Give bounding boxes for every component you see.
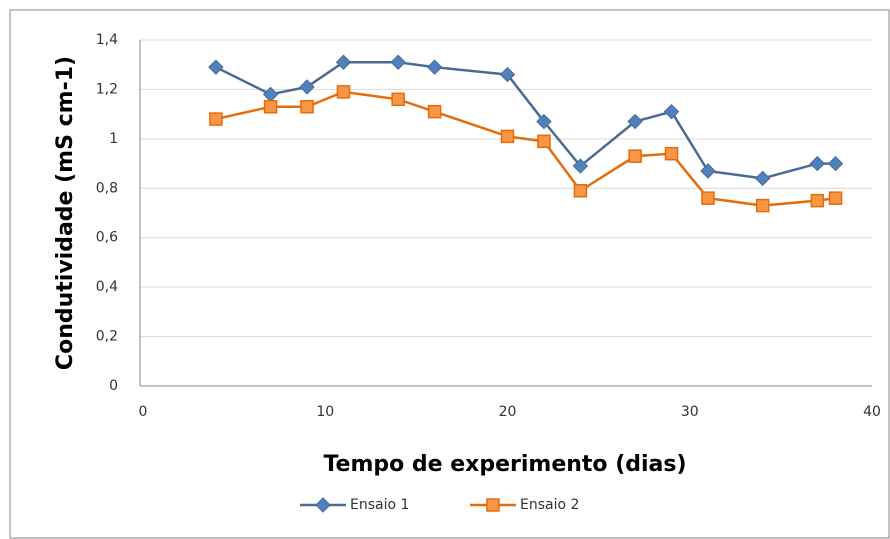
y-tick-label: 1,2 (96, 81, 118, 97)
y-tick-label: 1 (109, 131, 118, 147)
marker (573, 184, 588, 198)
y-tick-label: 0,4 (96, 279, 118, 295)
marker (500, 129, 515, 144)
y-tick-label: 0,6 (96, 230, 118, 246)
y-axis-title: Condutividade (mS cm-1) (53, 56, 78, 370)
marker (700, 163, 716, 179)
marker (263, 99, 278, 114)
marker (754, 170, 771, 187)
legend-label: Ensaio 1 (350, 497, 409, 513)
marker (537, 134, 551, 149)
marker (809, 155, 826, 172)
y-tick-label: 0,2 (96, 329, 118, 345)
x-tick-label: 30 (681, 404, 699, 420)
marker (300, 99, 314, 114)
x-tick-label: 20 (499, 404, 517, 420)
marker (828, 191, 843, 205)
x-axis-title: Tempo de experimento (dias) (323, 452, 686, 477)
marker (627, 113, 643, 130)
marker (755, 198, 770, 213)
y-tick-label: 1,4 (96, 32, 118, 48)
marker (536, 113, 552, 130)
x-tick-label: 40 (863, 404, 881, 420)
marker (628, 149, 642, 163)
marker (208, 59, 224, 75)
marker (391, 92, 405, 107)
marker (426, 59, 443, 75)
marker (810, 193, 825, 208)
y-tick-label: 0,8 (96, 180, 118, 196)
marker (572, 158, 589, 174)
marker (663, 103, 680, 120)
marker (209, 112, 223, 126)
legend-label: Ensaio 2 (520, 497, 579, 513)
marker (390, 54, 406, 70)
legend-marker (486, 498, 500, 512)
marker (664, 146, 679, 161)
marker (701, 191, 715, 205)
marker (427, 104, 442, 119)
chart-border (9, 9, 890, 539)
x-tick-label: 10 (316, 404, 334, 420)
marker (499, 66, 516, 83)
marker (335, 54, 352, 70)
marker (336, 85, 351, 99)
x-tick-label: 0 (139, 404, 148, 420)
marker (827, 155, 844, 172)
legend-marker (315, 497, 331, 513)
y-tick-label: 0 (109, 378, 118, 394)
marker (299, 79, 315, 95)
